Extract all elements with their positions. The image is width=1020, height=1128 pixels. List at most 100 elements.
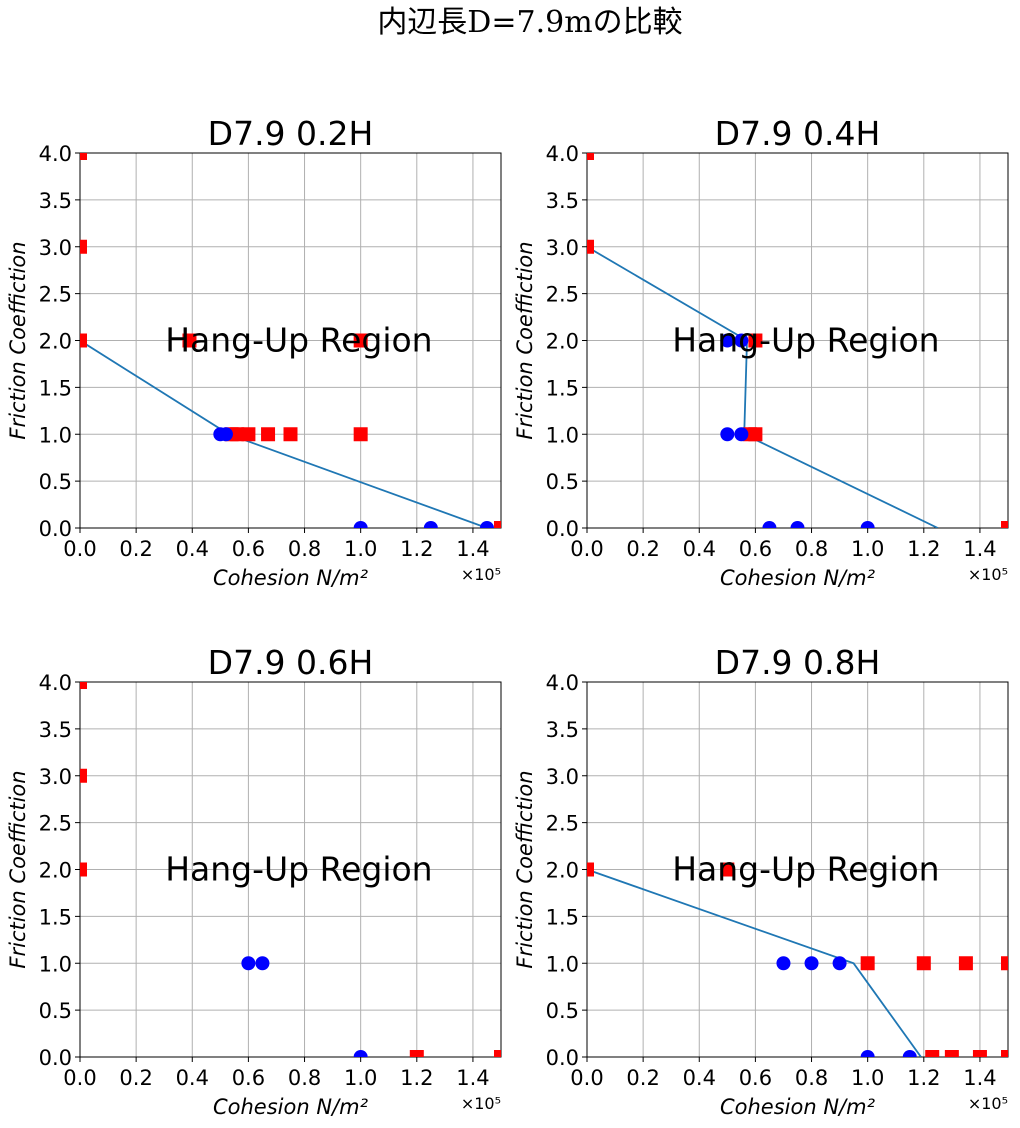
red-square-point: [230, 427, 245, 442]
y-tick-label: 3.0: [546, 236, 579, 260]
y-tick-label: 0.5: [39, 999, 72, 1023]
y-axis-label: Friction Coeffiction: [513, 241, 537, 439]
region-annotation: Hang-Up Region: [165, 321, 432, 360]
x-tick-label: 1.2: [907, 537, 940, 561]
y-tick-label: 2.5: [39, 812, 72, 836]
x-tick-label: 1.0: [344, 1066, 377, 1090]
x-offset-label: ×10⁵: [461, 1094, 501, 1113]
x-tick-label: 0.4: [176, 1066, 209, 1090]
region-annotation: Hang-Up Region: [672, 850, 939, 889]
x-offset-label: ×10⁵: [968, 565, 1008, 584]
x-tick-label: 1.0: [344, 537, 377, 561]
y-tick-label: 1.0: [39, 423, 72, 447]
red-square-point: [972, 1050, 987, 1057]
x-tick-label: 1.4: [456, 1066, 489, 1090]
blue-circle-point: [762, 521, 777, 528]
red-square-point: [1001, 956, 1008, 971]
y-tick-label: 2.0: [39, 330, 72, 354]
y-axis-label: Friction Coeffiction: [6, 770, 30, 968]
y-tick-label: 1.5: [39, 376, 72, 400]
y-tick-label: 4.0: [546, 142, 579, 166]
x-tick-label: 0.8: [795, 1066, 828, 1090]
series-layer: [587, 862, 1008, 1057]
x-tick-label: 1.2: [400, 1066, 433, 1090]
red-square-point: [182, 333, 197, 348]
y-axis-label: Friction Coeffiction: [6, 241, 30, 439]
subplot-2: 0.0 0.2 0.4 0.6 0.8 1.0 1.2 1.4 0.0 0.5 1.0 1.5 2.0 2…: [513, 114, 1009, 590]
red-square-point: [494, 521, 501, 528]
x-tick-label: 0.2: [119, 1066, 152, 1090]
x-tick-label: 0.8: [288, 537, 321, 561]
subplot-title: D7.9 0.8H: [715, 643, 881, 682]
blue-circle-point: [423, 521, 438, 528]
red-square-point: [860, 956, 875, 971]
blue-circle-point: [255, 956, 270, 971]
blue-circle-point: [860, 521, 875, 528]
series-layer: [587, 153, 1008, 528]
blue-circle-point: [720, 427, 735, 442]
red-square-point: [748, 427, 763, 442]
red-square-point: [283, 427, 298, 442]
blue-circle-point: [479, 521, 494, 528]
y-tick-label: 0.0: [39, 517, 72, 541]
x-tick-label: 0.2: [119, 537, 152, 561]
y-tick-label: 1.5: [546, 905, 579, 929]
red-square-point: [80, 768, 87, 783]
red-square-point: [944, 1050, 959, 1057]
subplot-title: D7.9 0.4H: [715, 114, 881, 153]
y-tick-label: 4.0: [546, 671, 579, 695]
x-axis-label: Cohesion N/m²: [720, 1095, 876, 1119]
x-offset-label: ×10⁵: [461, 565, 501, 584]
x-tick-label: 0.0: [63, 537, 96, 561]
y-tick-label: 1.0: [546, 952, 579, 976]
x-tick-label: 0.0: [570, 537, 603, 561]
x-axis-label: Cohesion N/m²: [213, 566, 369, 590]
red-square-point: [748, 333, 763, 348]
blue-circle-point: [790, 521, 805, 528]
region-annotation: Hang-Up Region: [165, 850, 432, 889]
y-tick-label: 3.5: [546, 189, 579, 213]
y-tick-label: 0.0: [546, 517, 579, 541]
red-square-point: [80, 239, 87, 254]
red-square-point: [958, 956, 973, 971]
red-square-point: [80, 682, 87, 689]
red-square-point: [494, 1050, 501, 1057]
red-square-point: [720, 862, 735, 877]
subplot-3: 0.0 0.2 0.4 0.6 0.8 1.0 1.2 1.4 0.0 0.5 1.0 1.5 2.0 2…: [6, 643, 502, 1119]
red-square-point: [261, 427, 276, 442]
x-tick-label: 0.0: [63, 1066, 96, 1090]
red-square-point: [409, 1050, 424, 1057]
x-axis-label: Cohesion N/m²: [720, 566, 876, 590]
boundary-line: [587, 246, 939, 528]
y-tick-label: 0.5: [546, 999, 579, 1023]
y-tick-label: 1.0: [39, 952, 72, 976]
y-tick-label: 3.5: [546, 718, 579, 742]
red-square-point: [1001, 1050, 1008, 1057]
blue-circle-point: [832, 956, 847, 971]
y-tick-label: 4.0: [39, 671, 72, 695]
red-square-point: [80, 862, 87, 877]
y-axis-label: Friction Coeffiction: [513, 770, 537, 968]
blue-circle-point: [218, 427, 233, 442]
y-tick-label: 3.0: [546, 765, 579, 789]
x-axis-label: Cohesion N/m²: [213, 1095, 369, 1119]
figure-suptitle: 内辺長D=7.9mの比較: [377, 5, 682, 40]
x-tick-label: 1.2: [400, 537, 433, 561]
red-square-point: [80, 333, 87, 348]
x-offset-label: ×10⁵: [968, 1094, 1008, 1113]
y-tick-label: 4.0: [39, 142, 72, 166]
red-square-point: [587, 153, 594, 160]
y-tick-label: 3.0: [39, 236, 72, 260]
red-square-point: [587, 862, 594, 877]
y-tick-label: 2.0: [39, 859, 72, 883]
y-tick-label: 0.0: [39, 1046, 72, 1070]
y-tick-label: 0.0: [546, 1046, 579, 1070]
x-tick-label: 1.4: [963, 537, 996, 561]
y-tick-label: 2.0: [546, 330, 579, 354]
red-square-point: [1001, 521, 1008, 528]
x-tick-label: 1.4: [456, 537, 489, 561]
y-tick-label: 1.0: [546, 423, 579, 447]
x-tick-label: 0.8: [288, 1066, 321, 1090]
x-tick-label: 0.4: [683, 537, 716, 561]
